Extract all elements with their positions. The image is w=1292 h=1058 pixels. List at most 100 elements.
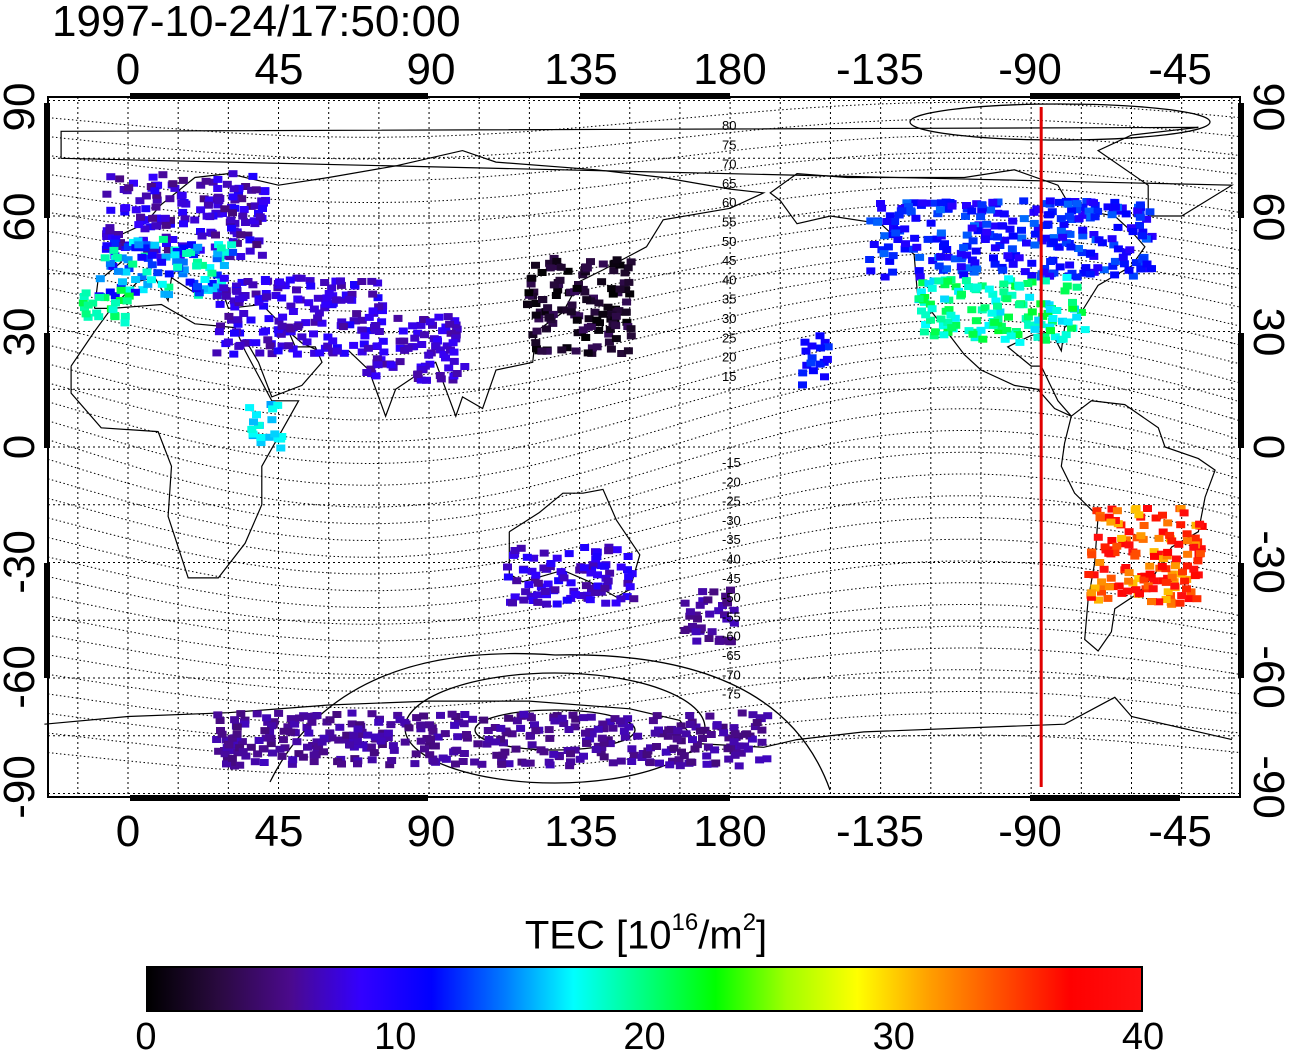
tec-point-antarctica bbox=[233, 749, 243, 757]
tec-point-antarctica bbox=[278, 736, 288, 744]
tec-point-europe-north bbox=[150, 187, 160, 195]
tec-point-middle-east bbox=[224, 312, 234, 320]
tec-point-antarctica bbox=[579, 752, 588, 760]
tec-point-india bbox=[431, 342, 441, 350]
tec-point-north-america-north bbox=[1137, 232, 1147, 240]
tec-point-north-america-north bbox=[1040, 265, 1050, 272]
tec-point-europe-central bbox=[100, 254, 110, 262]
tec-point-south-america bbox=[1183, 562, 1192, 570]
tec-point-east-asia bbox=[552, 257, 562, 265]
tec-point-antarctica bbox=[252, 710, 262, 718]
tec-point-north-america-north bbox=[869, 241, 879, 248]
tec-point-antarctica bbox=[539, 748, 549, 756]
tec-point-australia bbox=[592, 548, 602, 556]
tec-point-europe-central bbox=[185, 278, 195, 286]
tec-point-south-america bbox=[1157, 550, 1166, 558]
tec-point-antarctica bbox=[253, 750, 263, 758]
tec-point-europe-north bbox=[146, 223, 156, 231]
tec-point-north-america-north bbox=[1019, 215, 1029, 223]
magnetic-lat-label: 80 bbox=[722, 118, 736, 133]
tec-point-antarctica bbox=[288, 756, 298, 764]
tec-point-india bbox=[362, 369, 372, 376]
tec-point-north-america-north bbox=[1046, 258, 1056, 265]
magnetic-lat-label: -60 bbox=[722, 629, 741, 644]
tec-point-antarctica bbox=[216, 727, 225, 734]
tec-point-east-asia bbox=[574, 312, 584, 320]
tec-point-antarctica bbox=[430, 742, 440, 750]
tec-point-north-america-north bbox=[1027, 259, 1037, 267]
tec-point-australia bbox=[593, 582, 603, 590]
tec-point-north-america-north bbox=[1055, 263, 1065, 271]
tec-point-europe-north bbox=[236, 253, 246, 260]
tec-point-new-zealand bbox=[703, 596, 713, 604]
tec-point-antarctica bbox=[698, 735, 707, 742]
tec-point-north-america-south bbox=[936, 315, 946, 323]
tec-point-antarctica bbox=[352, 737, 362, 745]
tec-point-north-america-north bbox=[956, 263, 966, 271]
tec-point-north-america-north bbox=[965, 264, 975, 272]
tec-point-antarctica bbox=[675, 762, 685, 770]
tec-point-europe-north bbox=[234, 184, 244, 192]
tec-point-europe-central bbox=[137, 253, 147, 261]
tec-point-east-africa bbox=[273, 401, 283, 409]
magnetic-contour bbox=[47, 538, 1241, 625]
tec-point-north-america-north bbox=[993, 233, 1002, 241]
tec-point-pacific-hawaii bbox=[807, 354, 817, 362]
tec-point-antarctica bbox=[376, 737, 386, 745]
tec-point-middle-east bbox=[309, 305, 319, 313]
south-magnetic-pole-contour bbox=[474, 709, 636, 751]
tec-point-north-america-north bbox=[1094, 236, 1104, 244]
tec-point-antarctica bbox=[747, 735, 757, 743]
tec-point-new-zealand bbox=[722, 596, 732, 604]
tec-point-antarctica bbox=[460, 711, 470, 718]
tec-point-antarctica bbox=[312, 712, 322, 719]
tec-point-north-america-north bbox=[988, 198, 998, 206]
tec-point-north-america-north bbox=[1135, 221, 1144, 229]
tec-point-south-america bbox=[1140, 572, 1150, 580]
tec-point-europe-north bbox=[228, 193, 238, 201]
tec-point-north-america-north bbox=[968, 237, 978, 245]
tec-point-europe-central bbox=[197, 261, 207, 269]
tec-point-east-asia bbox=[581, 334, 591, 341]
tec-point-north-america-north bbox=[1039, 268, 1049, 276]
tec-point-europe-central bbox=[208, 286, 218, 294]
tec-point-antarctica bbox=[554, 752, 564, 760]
tec-point-north-america-north bbox=[911, 214, 921, 222]
tec-point-antarctica bbox=[388, 742, 398, 750]
tec-point-australia bbox=[542, 600, 551, 608]
tec-point-north-america-north bbox=[915, 253, 925, 261]
tec-point-north-america-south bbox=[934, 277, 944, 285]
tec-point-south-america bbox=[1167, 537, 1177, 545]
tec-point-east-asia bbox=[586, 322, 596, 330]
tec-point-pacific-hawaii bbox=[823, 343, 833, 351]
magnetic-contour bbox=[47, 647, 1241, 709]
tec-point-east-asia bbox=[572, 316, 582, 324]
tec-point-india bbox=[416, 321, 426, 329]
tec-point-antarctica bbox=[235, 761, 245, 769]
tec-point-south-america bbox=[1174, 540, 1184, 548]
tec-point-middle-east bbox=[374, 303, 384, 311]
tec-point-antarctica bbox=[665, 761, 675, 769]
tec-point-europe-north bbox=[102, 233, 112, 240]
tec-point-iberia bbox=[120, 319, 130, 327]
tec-point-south-america bbox=[1103, 594, 1113, 602]
tec-point-australia bbox=[529, 554, 539, 562]
tec-point-europe-north bbox=[238, 212, 248, 220]
tec-point-europe-central bbox=[142, 268, 152, 276]
tec-point-europe-north bbox=[165, 195, 175, 203]
tec-point-antarctica bbox=[652, 712, 662, 720]
tec-point-middle-east bbox=[317, 319, 327, 327]
tec-point-antarctica bbox=[642, 751, 652, 758]
tec-point-europe-north bbox=[255, 213, 265, 221]
tec-point-europe-north bbox=[257, 251, 267, 259]
tec-point-iberia bbox=[110, 312, 120, 319]
tec-point-east-africa bbox=[252, 411, 261, 419]
tec-point-antarctica bbox=[702, 760, 712, 768]
tec-point-north-america-south bbox=[1043, 309, 1053, 317]
tec-point-north-america-south bbox=[988, 290, 998, 298]
tec-point-antarctica bbox=[545, 734, 555, 742]
tec-point-south-america bbox=[1100, 543, 1110, 551]
magnetic-lat-label: -55 bbox=[722, 609, 741, 624]
tec-colorbar bbox=[146, 966, 1143, 1012]
